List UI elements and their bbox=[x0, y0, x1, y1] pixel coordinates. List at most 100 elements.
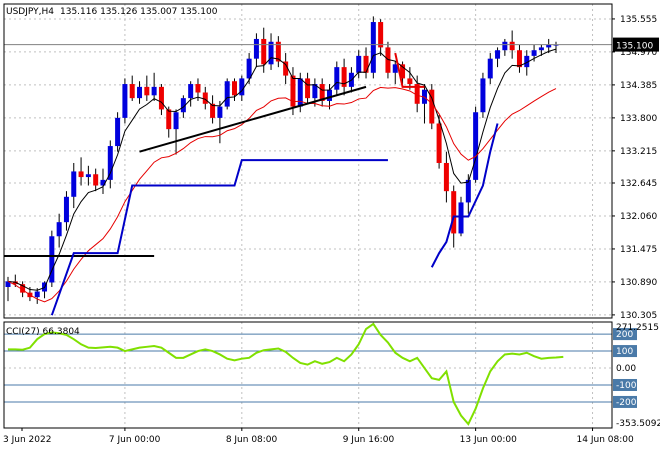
cci-level-label: -200 bbox=[616, 398, 637, 408]
candle-body bbox=[363, 55, 369, 73]
candle-body bbox=[341, 67, 347, 87]
candle-body bbox=[502, 41, 508, 51]
candle-body bbox=[107, 146, 113, 180]
candle-body bbox=[210, 103, 216, 118]
candle-body bbox=[451, 191, 457, 234]
candle-body bbox=[546, 44, 552, 48]
ohlc-header: 135.116 135.126 135.007 135.100 bbox=[60, 7, 218, 17]
cci-level-label: 100 bbox=[616, 347, 633, 357]
candle-body bbox=[400, 64, 406, 79]
candle-body bbox=[385, 47, 391, 73]
candle-body bbox=[356, 55, 362, 73]
price-tick-label: 130.305 bbox=[620, 311, 657, 321]
candle-body bbox=[239, 78, 245, 96]
candle-body bbox=[429, 89, 435, 124]
candle-body bbox=[173, 112, 179, 130]
current-price-label: 135.100 bbox=[616, 42, 653, 52]
candle-body bbox=[458, 202, 464, 234]
candle-body bbox=[275, 41, 281, 62]
candle-body bbox=[487, 58, 493, 79]
candle-body bbox=[268, 41, 274, 65]
chart-title: USDJPY,H4 bbox=[6, 7, 54, 17]
candle-body bbox=[34, 291, 40, 298]
candle-body bbox=[436, 123, 442, 163]
candle-body bbox=[524, 55, 530, 68]
candle-body bbox=[122, 84, 128, 118]
price-tick-label: 134.970 bbox=[620, 48, 657, 58]
price-tick-label: 133.215 bbox=[620, 147, 657, 157]
candle-body bbox=[516, 50, 522, 68]
candle-body bbox=[538, 47, 544, 51]
candle-body bbox=[137, 86, 143, 99]
candle-body bbox=[93, 174, 99, 186]
grid-lines bbox=[4, 4, 612, 428]
candle-body bbox=[334, 67, 340, 90]
candle-body bbox=[49, 236, 55, 283]
price-tick-label: 132.060 bbox=[620, 212, 657, 222]
candle-body bbox=[253, 38, 259, 59]
candle-body bbox=[305, 78, 311, 99]
candle-body bbox=[443, 162, 449, 192]
candle-body bbox=[407, 78, 413, 85]
candle-body bbox=[473, 112, 479, 180]
axes: 135.555 134.970 134.385 133.800 133.215 132.6… bbox=[3, 3, 657, 445]
candle-body bbox=[56, 222, 62, 237]
cci-level-badge bbox=[613, 395, 637, 408]
candle-body bbox=[326, 89, 332, 101]
cci-line bbox=[8, 322, 564, 426]
candle-body bbox=[144, 86, 150, 96]
trend-line bbox=[139, 85, 367, 153]
candle-body bbox=[509, 41, 515, 51]
main-panel-frame bbox=[3, 3, 613, 319]
candle-body bbox=[224, 81, 230, 107]
candle-body bbox=[531, 50, 537, 56]
current-price-badge bbox=[613, 37, 659, 52]
time-tick-label: 13 Jun 00:00 bbox=[460, 435, 517, 445]
candle-body bbox=[151, 86, 157, 96]
candle-body bbox=[71, 171, 77, 197]
candle-body bbox=[85, 174, 91, 178]
time-tick-label: 9 Jun 16:00 bbox=[343, 435, 395, 445]
candle-body bbox=[297, 78, 303, 107]
stop-line-red bbox=[394, 52, 425, 88]
candle-body bbox=[188, 84, 194, 99]
candle-body bbox=[202, 92, 208, 104]
candle-body bbox=[63, 196, 69, 223]
candle-body bbox=[392, 64, 398, 73]
candle-body bbox=[465, 179, 471, 203]
price-tick-label: 135.555 bbox=[620, 15, 657, 25]
cci-level-label: 200 bbox=[616, 330, 633, 340]
candle-body bbox=[261, 38, 267, 65]
candle-body bbox=[20, 284, 26, 293]
candle-body bbox=[312, 84, 318, 99]
candle-body bbox=[414, 84, 420, 104]
candle-body bbox=[129, 84, 135, 99]
candle-body bbox=[217, 106, 223, 118]
candle-body bbox=[319, 84, 325, 101]
candle-body bbox=[232, 81, 238, 96]
candle-body bbox=[100, 179, 106, 186]
stop-line bbox=[50, 159, 388, 316]
time-tick-label: 7 Jun 00:00 bbox=[109, 435, 161, 445]
candle-body bbox=[166, 109, 172, 130]
candle-body bbox=[290, 75, 296, 107]
candle-body bbox=[495, 50, 501, 59]
indicator-overlays: 135.100 bbox=[4, 37, 659, 316]
candle-body bbox=[180, 98, 186, 113]
ma-slow-line bbox=[7, 86, 557, 303]
candle-body bbox=[378, 22, 384, 48]
time-tick-label: 14 Jun 08:00 bbox=[577, 435, 634, 445]
candle-body bbox=[195, 84, 201, 93]
cci-axis-min: -353.5092 bbox=[616, 419, 660, 429]
candle-body bbox=[480, 78, 486, 113]
price-tick-label: 130.890 bbox=[620, 278, 657, 288]
candle-body bbox=[283, 61, 289, 76]
price-tick-label: 133.800 bbox=[620, 114, 657, 124]
candle-body bbox=[158, 86, 164, 110]
price-tick-label: 132.645 bbox=[620, 179, 657, 189]
cci-level-badge bbox=[613, 378, 637, 391]
cci-panel-frame bbox=[3, 321, 613, 429]
candle-body bbox=[5, 281, 11, 287]
